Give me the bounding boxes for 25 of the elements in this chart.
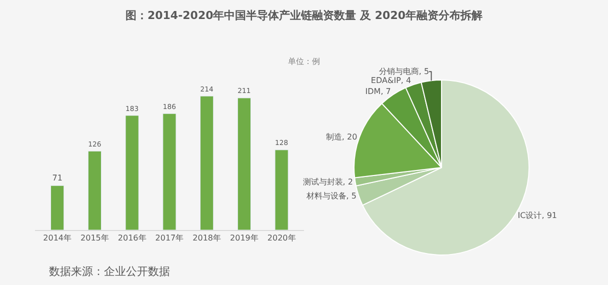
bar [200,96,214,230]
x-tick-label: 2016年 [118,234,146,243]
bar [50,185,64,230]
bar [274,150,288,230]
bar [88,150,102,230]
slice-label: IDM, 7 [365,86,391,96]
x-tick-label: 2020年 [267,234,296,243]
slice-label: 制造, 20 [326,132,358,142]
x-tick-label: 2015年 [80,234,109,243]
slice-label: 测试与封装, 2 [302,177,353,186]
slice-label: EDA&IP, 4 [370,76,412,86]
x-tick-label: 2017年 [155,234,184,243]
bar [162,113,176,230]
x-tick-label: 2019年 [230,234,258,243]
text: 单位：例 [288,57,320,66]
slice-label: 分销与电商, 5 [378,67,430,76]
data-label: 71 [52,174,62,183]
x-tick-label: 2014年 [43,234,72,243]
bar [237,98,251,230]
chart-title: 图：2014-2020年中国半导体产业链融资数量 及 2020年融资分布拆解 [125,9,483,22]
bar [125,115,139,230]
x-tick-label: 2018年 [192,234,222,243]
source-note: 数据来源：企业公开数据 [49,265,170,278]
slice-label: IC设计, 91 [518,210,558,220]
slice-label: 材料与设备, 5 [305,192,356,201]
